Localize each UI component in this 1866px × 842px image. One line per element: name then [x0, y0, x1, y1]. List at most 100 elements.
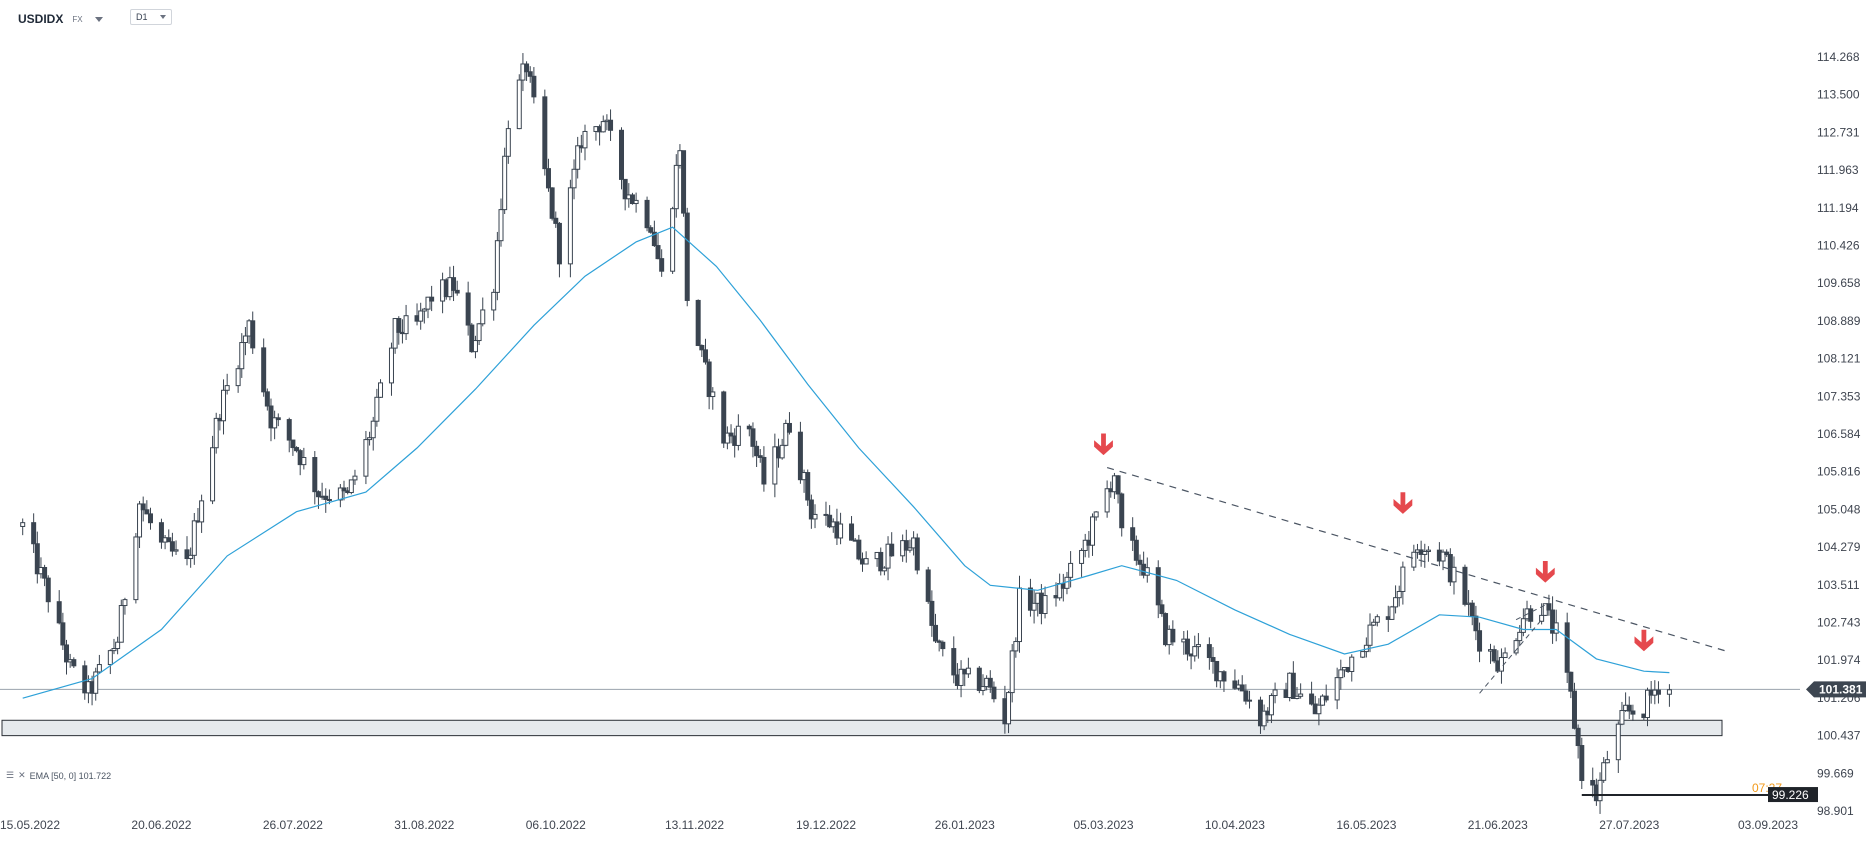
indicator-settings-icon[interactable]: ☰	[6, 770, 15, 780]
down-arrow-icon	[1633, 628, 1655, 653]
candle	[1261, 704, 1267, 731]
candle	[1462, 564, 1468, 607]
x-tick-label: 26.07.2022	[263, 818, 323, 832]
candle-body	[465, 292, 471, 326]
candle	[71, 657, 77, 668]
candle-body	[1597, 779, 1603, 802]
candle	[655, 232, 661, 260]
candle	[1411, 544, 1417, 571]
candle-body	[648, 227, 654, 233]
candle-body	[1031, 602, 1037, 611]
x-tick-label: 31.08.2022	[394, 818, 454, 832]
support-zone-layer	[0, 688, 1800, 737]
candle	[1520, 608, 1526, 637]
candle-body	[545, 168, 551, 189]
candle	[702, 338, 708, 365]
candle-body	[1261, 710, 1267, 727]
candles-layer	[20, 53, 1672, 814]
candle	[1440, 549, 1446, 571]
down-arrow-icon	[1392, 491, 1414, 516]
y-tick-label: 99.669	[1817, 766, 1854, 780]
candle	[1221, 670, 1227, 692]
candle-body	[491, 291, 497, 311]
candle	[469, 322, 475, 353]
candle-body	[111, 648, 117, 652]
candle-body	[96, 664, 102, 673]
candle-body	[699, 344, 705, 351]
candle	[199, 494, 205, 533]
y-tick-label: 114.268	[1817, 50, 1860, 64]
candle	[425, 296, 431, 319]
candle	[1371, 618, 1377, 627]
candle	[1630, 704, 1636, 722]
y-tick-label: 111.963	[1817, 163, 1859, 177]
candle-body	[889, 543, 895, 557]
candle	[681, 150, 687, 217]
candle-body	[312, 457, 318, 493]
candle-body	[1579, 745, 1585, 781]
candle	[735, 414, 741, 451]
candle-body	[1440, 551, 1446, 562]
candle-body	[213, 417, 219, 449]
candle-body	[863, 558, 869, 565]
candle	[889, 532, 895, 557]
candle-body	[268, 405, 274, 429]
candle	[451, 265, 457, 302]
candle	[1615, 721, 1621, 773]
candle	[553, 211, 559, 228]
y-tick-label: 110.426	[1817, 239, 1860, 253]
candle	[1604, 750, 1610, 764]
candle-body	[1374, 616, 1380, 623]
candle-body	[82, 665, 88, 694]
candle	[524, 61, 530, 81]
candle	[1031, 589, 1037, 624]
candle	[706, 358, 712, 410]
candle-body	[779, 444, 785, 459]
candle	[878, 547, 884, 576]
y-tick-label: 109.658	[1817, 276, 1861, 290]
candle-body	[451, 277, 457, 291]
candle-body	[93, 671, 99, 694]
candle-body	[421, 308, 427, 312]
candle-body	[878, 551, 884, 572]
candle	[1396, 585, 1402, 607]
candle-body	[454, 289, 460, 294]
candle-body	[903, 540, 909, 551]
candle	[491, 288, 497, 321]
candle-body	[1290, 672, 1296, 700]
candle	[976, 666, 982, 694]
candle-body	[925, 569, 931, 602]
x-tick-label: 06.10.2022	[526, 818, 586, 832]
candle	[783, 419, 789, 447]
candle	[757, 449, 763, 463]
candle-body	[991, 686, 997, 700]
candle	[147, 507, 153, 530]
timeframe-select[interactable]: D1	[130, 9, 172, 25]
candle-body	[363, 439, 369, 477]
candle-body	[118, 605, 124, 643]
down-arrow-icon	[1534, 559, 1556, 585]
candle	[1323, 684, 1329, 703]
candle	[903, 529, 909, 563]
candle-body	[808, 499, 814, 520]
candle-body	[644, 199, 650, 229]
symbol-dropdown-icon[interactable]	[94, 16, 103, 22]
candle-body	[728, 432, 734, 437]
candle-body	[169, 541, 175, 552]
candle	[133, 533, 139, 604]
candle-body	[133, 536, 139, 601]
candle-body	[418, 310, 424, 322]
close-icon[interactable]: ✕	[18, 770, 26, 780]
candle-body	[805, 472, 811, 501]
candle	[312, 451, 318, 505]
candle-body	[1604, 759, 1610, 764]
candle-body	[476, 323, 482, 342]
candle	[1422, 543, 1428, 568]
candle	[761, 446, 767, 492]
candle-body	[772, 446, 778, 485]
candle	[965, 657, 971, 678]
candle	[224, 373, 230, 395]
y-tick-label: 104.279	[1817, 540, 1861, 554]
